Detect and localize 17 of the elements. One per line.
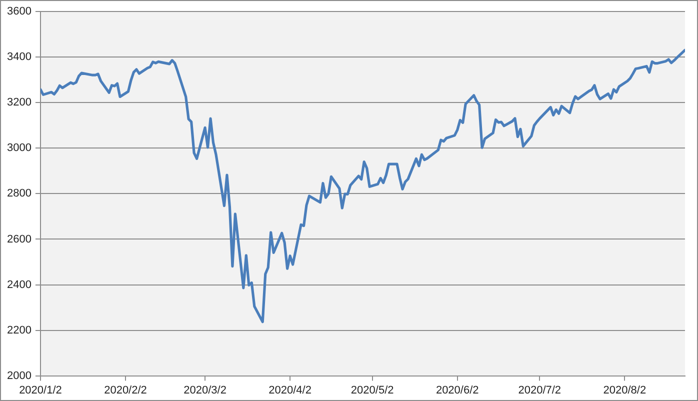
x-tick-label: 2020/7/2 xyxy=(518,384,562,396)
y-tick-label: 2600 xyxy=(6,233,32,246)
x-tick-label: 2020/1/2 xyxy=(19,384,62,396)
x-tick-label: 2020/5/2 xyxy=(350,384,394,396)
x-tick-label: 2020/8/2 xyxy=(603,384,646,396)
x-tick-label: 2020/6/2 xyxy=(436,384,479,396)
y-tick-label: 3400 xyxy=(6,51,32,64)
y-tick-label: 2000 xyxy=(6,370,32,382)
y-tick-label: 3200 xyxy=(6,96,32,109)
y-tick-label: 3600 xyxy=(6,6,32,18)
y-tick-label: 3000 xyxy=(6,142,32,154)
y-tick-label: 2400 xyxy=(6,278,32,291)
y-tick-label: 2800 xyxy=(6,188,32,200)
y-tick-label: 2200 xyxy=(6,324,32,336)
x-tick-label: 2020/4/2 xyxy=(268,384,312,396)
x-tick-label: 2020/3/2 xyxy=(184,384,226,396)
x-tick-label: 2020/2/2 xyxy=(104,384,147,396)
